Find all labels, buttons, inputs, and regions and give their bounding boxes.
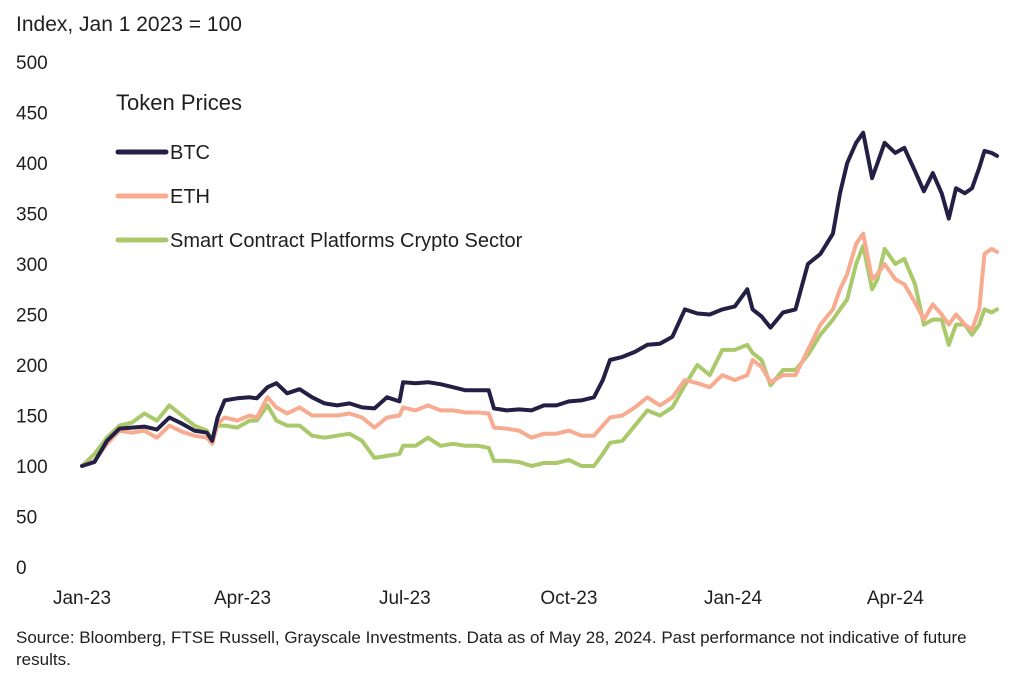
x-tick-label: Jul-23	[379, 588, 431, 609]
y-tick-label: 450	[16, 104, 48, 125]
y-tick-label: 200	[16, 356, 48, 377]
x-tick-label: Oct-23	[540, 588, 597, 609]
y-tick-label: 50	[16, 508, 37, 529]
series-line-eth	[80, 231, 999, 468]
series-lines	[80, 130, 999, 468]
source-note: Source: Bloomberg, FTSE Russell, Graysca…	[16, 628, 967, 669]
x-tick-label: Apr-24	[867, 588, 924, 609]
y-tick-label: 250	[16, 306, 48, 327]
series-line-smart-contract-platforms-crypto-sector	[80, 243, 999, 468]
legend-label: ETH	[170, 186, 210, 208]
y-axis-label: Index, Jan 1 2023 = 100	[16, 13, 242, 36]
legend-label: BTC	[170, 142, 210, 164]
y-tick-label: 100	[16, 457, 48, 478]
line-chart: Index, Jan 1 2023 = 100 0 50 100 150 200 250 3…	[16, 13, 999, 609]
y-tick-label: 0	[16, 558, 27, 579]
legend-title: Token Prices	[116, 90, 242, 115]
x-tick-label: Jan-23	[53, 588, 111, 609]
y-tick-label: 400	[16, 154, 48, 175]
legend: Token Prices BTC ETH Smart Contract Platfo…	[115, 90, 523, 252]
y-tick-label: 350	[16, 205, 48, 226]
y-tick-label: 500	[16, 53, 48, 74]
y-tick-label: 150	[16, 407, 48, 428]
x-axis-ticks: Jan-23 Apr-23 Jul-23 Oct-23 Jan-24 Apr-24	[53, 588, 924, 609]
y-axis-ticks: 0 50 100 150 200 250 300 350 400 450 500	[16, 53, 48, 579]
legend-label: Smart Contract Platforms Crypto Sector	[170, 230, 523, 252]
x-tick-label: Jan-24	[704, 588, 763, 609]
y-tick-label: 300	[16, 255, 48, 276]
series-line-btc	[80, 130, 999, 468]
x-tick-label: Apr-23	[214, 588, 271, 609]
